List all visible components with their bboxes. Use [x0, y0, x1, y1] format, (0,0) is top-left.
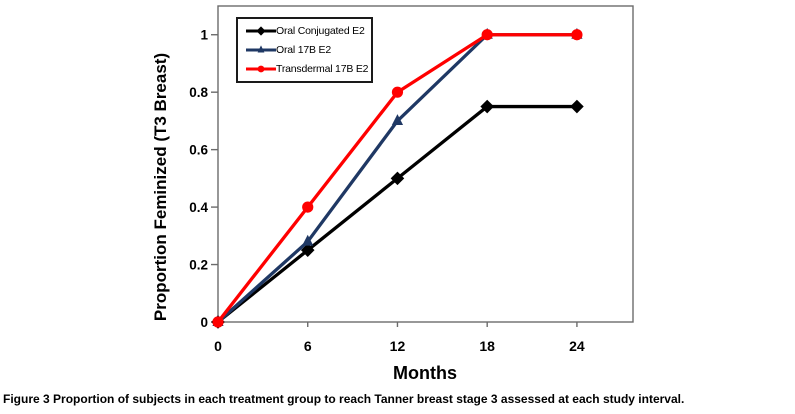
x-tick-label: 18	[479, 338, 495, 354]
legend-item-oral-17b-e2: Oral 17B E2	[246, 43, 370, 57]
x-tick-label: 0	[214, 338, 222, 354]
series-line	[216, 104, 577, 324]
legend-label: Transdermal 17B E2	[276, 63, 369, 76]
caption-text: Proportion of subjects in each treatment…	[53, 392, 685, 406]
series-transdermal-17b-e2	[212, 29, 583, 328]
legend-item-transdermal-17b-e2: Transdermal 17B E2	[246, 62, 370, 76]
data-point-diamond	[300, 243, 315, 257]
data-point-triangle	[391, 114, 404, 125]
x-axis-label: Months	[393, 363, 457, 383]
data-point-diamond	[390, 171, 405, 186]
plot-frame	[217, 5, 634, 323]
x-tick-label: 12	[390, 338, 406, 354]
legend-swatch	[246, 26, 276, 36]
data-point-circle	[571, 29, 583, 41]
y-tick-label: 0	[200, 315, 208, 330]
legend-item-oral-conjugated-e2: Oral Conjugated E2	[246, 24, 370, 38]
y-tick-label: 0.6	[189, 143, 208, 158]
data-point-diamond	[256, 26, 266, 36]
x-tick-label: 24	[569, 338, 585, 354]
data-point-triangle	[257, 45, 265, 53]
data-point-circle	[257, 65, 265, 73]
data-point-triangle	[302, 234, 314, 246]
data-point-circle	[212, 316, 224, 328]
y-tick-label: 0.4	[189, 200, 208, 215]
y-tick-label: 1	[200, 28, 208, 43]
y-tick-label: 0.2	[189, 258, 208, 273]
legend-label: Oral Conjugated E2	[276, 24, 365, 37]
series-oral-conjugated-e2	[211, 99, 584, 329]
data-point-diamond	[570, 99, 584, 114]
figure-caption: Figure 3 Proportion of subjects in each …	[3, 392, 795, 406]
data-point-circle	[391, 86, 404, 98]
y-tick-label: 0.8	[189, 85, 208, 100]
caption-label: Figure 3	[3, 392, 50, 406]
legend-swatch	[246, 65, 276, 73]
data-point-diamond	[480, 99, 494, 114]
x-tick-label: 6	[304, 338, 312, 354]
y-axis-label: Proportion Feminized (T3 Breast)	[151, 52, 170, 322]
data-point-circle	[302, 201, 314, 213]
data-point-circle	[481, 29, 493, 41]
legend-label: Oral 17B E2	[276, 43, 331, 56]
legend-swatch	[246, 45, 276, 53]
legend: Oral Conjugated E2 Oral 17B E2 Transdermal…	[236, 17, 373, 83]
